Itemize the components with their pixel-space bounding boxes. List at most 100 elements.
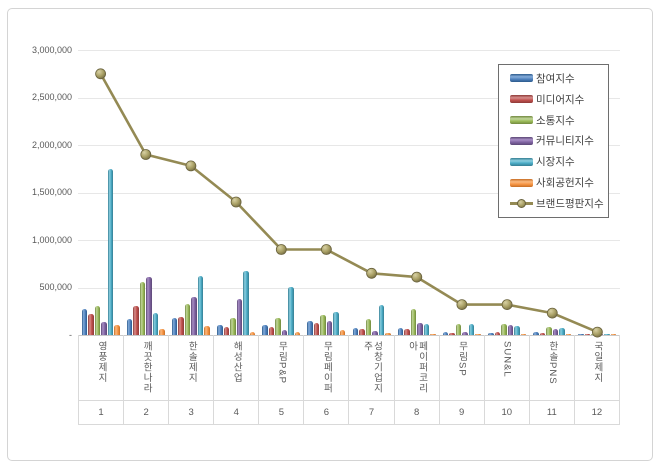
bar [507,325,514,335]
bar [604,334,610,335]
category-number: 12 [591,407,603,418]
category-number: 7 [368,407,375,418]
bar [133,306,139,335]
category-cell: SUN&L [483,335,529,400]
bar [559,328,565,335]
gridline [78,145,620,146]
category-label: 무림페이퍼 [321,341,333,394]
line-marker [501,299,513,311]
bar [417,323,423,335]
legend-label: 미디어지수 [536,93,585,106]
category-cell: 무림P&P [258,335,303,400]
bar-series-layer [78,50,620,335]
category-number: 9 [459,407,465,418]
category-cell: 무림SP [438,335,484,400]
bar [423,324,430,335]
category-cell: 해성산업 [213,335,258,400]
gridline [78,192,620,194]
bar [288,287,294,335]
bar [159,329,165,335]
bar [584,334,591,335]
bar [488,333,494,335]
bar [552,329,559,335]
gridline [78,50,620,51]
legend-item: 미디어지수 [510,92,606,106]
bar [223,327,230,335]
bar [385,333,391,335]
bar [268,327,275,335]
category-cell: 한솔제지 [168,335,213,400]
legend-label: 브랜드평판지수 [536,197,604,210]
legend-item: 참여지수 [510,71,606,85]
bar [514,326,520,335]
bar-group [214,50,259,335]
bar [126,319,133,335]
bar [352,328,359,335]
bar [217,325,223,335]
line-marker [275,244,287,255]
bar [307,321,313,335]
line-series-layer [95,68,603,338]
bar [333,312,339,335]
category-label: 깨끗한나라 [141,341,153,394]
bar-group [485,50,530,335]
category-label: 무림SP [456,341,468,377]
y-tick-label: 1,000,000 [31,234,72,245]
category-number-cell: 8 [393,401,439,424]
bar-group [123,50,168,335]
bar [178,317,184,335]
category-label: 해성산업 [231,341,243,383]
legend-item: 소통지수 [510,113,606,127]
category-number-cell: 12 [573,401,620,424]
bar [378,305,385,335]
reputation-line [99,73,598,334]
category-number-cell: 6 [303,401,348,424]
bar [262,325,268,335]
category-number: 5 [278,407,284,418]
category-number-cell: 5 [258,401,303,424]
legend-bar-swatch-icon [510,116,533,125]
category-label: 페이퍼코리아 [406,341,428,394]
category-number: 1 [98,407,104,418]
bar [533,332,539,335]
legend-label: 사회공헌지수 [536,177,594,190]
category-number-cell: 1 [78,401,123,424]
category-number-cell: 9 [438,401,484,424]
bar [81,309,88,335]
category-cell: 페이퍼코리아 [393,335,439,400]
category-cell: 한솔PNS [528,335,574,400]
bar [326,321,333,335]
bar [204,326,210,335]
bar [230,318,236,335]
bar [184,304,191,335]
category-number: 11 [546,407,557,418]
gridline [78,240,620,241]
bar-group [168,50,213,335]
line-marker [592,326,603,338]
bar [410,309,417,335]
legend-box: 참여지수 미디어지수 소통지수 커뮤니티지수 시장지수 사회공헌지수 브랜드평판지수 [498,64,609,218]
bar-group [439,50,484,335]
category-label: 국일제지 [591,341,603,383]
bar [520,334,527,335]
bar [281,330,288,335]
bar [455,324,462,335]
y-tick-label: - [69,329,72,340]
bar [107,169,114,335]
bar-group [530,50,575,335]
category-cell: 무림페이퍼 [303,335,348,400]
line-marker [95,68,107,80]
category-number: 3 [188,407,194,418]
bar-group [78,50,123,335]
bar [320,315,326,335]
bar [475,334,481,335]
bar [243,271,249,335]
bar [152,313,159,335]
category-cell: 성창기업지주 [348,335,393,400]
bar [275,318,281,335]
category-axis-table: 영풍제지 깨끗한나라 한솔제지 해성산업 무림P&P 무림페이퍼 성창기업지주 페이퍼코리아 무… [78,335,620,425]
category-cell: 국일제지 [573,335,620,400]
category-cell: 깨끗한나라 [123,335,168,400]
legend-item: 시장지수 [510,155,606,169]
bar [236,299,243,335]
